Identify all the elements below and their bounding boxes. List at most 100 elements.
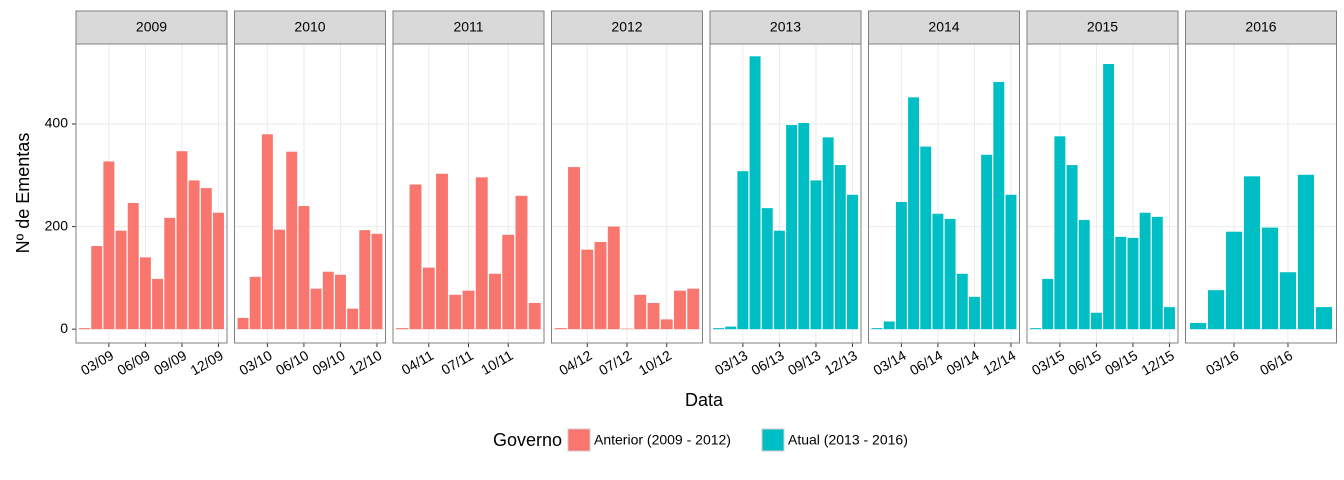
bar: [687, 288, 700, 330]
legend-label: Anterior (2009 - 2012): [594, 432, 731, 448]
bar: [449, 294, 462, 330]
bar: [237, 317, 249, 330]
bar: [1127, 237, 1139, 330]
bar: [761, 208, 773, 330]
x-tick-label: 09/10: [309, 347, 348, 378]
x-tick-label: 03/14: [870, 347, 909, 378]
bar: [674, 290, 686, 330]
panel-border: [234, 43, 386, 344]
y-axis-title: Nº de Ementas: [13, 133, 33, 254]
bar: [810, 180, 822, 330]
bar: [164, 217, 176, 330]
panel-border: [551, 43, 703, 344]
bar: [1225, 231, 1243, 330]
bar: [773, 230, 785, 330]
bar: [286, 151, 298, 330]
bar: [176, 151, 188, 330]
bar: [944, 218, 956, 330]
bar: [475, 177, 488, 330]
bar: [1090, 312, 1102, 330]
strip-label: 2015: [1087, 19, 1118, 35]
bar: [322, 271, 334, 330]
bar: [993, 81, 1005, 330]
panel-border: [868, 43, 1020, 344]
bar: [1279, 272, 1297, 330]
bar: [127, 202, 139, 330]
bar: [554, 328, 567, 330]
x-tick-label: 04/11: [399, 347, 437, 378]
strip-label: 2009: [136, 19, 167, 35]
x-tick-label: 12/09: [187, 347, 226, 378]
bar: [822, 137, 834, 330]
legend-label: Atual (2013 - 2016): [788, 432, 908, 448]
x-tick-label: 10/11: [478, 347, 516, 378]
bar: [1163, 307, 1175, 330]
bar: [883, 321, 895, 330]
panel-border: [392, 43, 545, 344]
x-tick-label: 09/14: [943, 347, 982, 378]
x-tick-label: 06/09: [114, 347, 153, 378]
panel-border: [75, 43, 228, 344]
bar: [310, 288, 322, 330]
panel-border: [1185, 43, 1337, 344]
bar: [396, 328, 409, 330]
strip: [709, 10, 862, 45]
bar: [359, 230, 371, 330]
x-tick-label: 10/12: [636, 347, 675, 378]
x-tick-label: 12/14: [980, 347, 1019, 378]
bar: [115, 230, 127, 330]
bar: [1103, 64, 1115, 330]
strip-label: 2014: [928, 19, 959, 35]
x-tick-label: 12/15: [1138, 347, 1177, 378]
bar: [581, 249, 594, 330]
strip-label: 2011: [453, 19, 483, 35]
x-tick-label: 07/12: [596, 347, 635, 378]
bar: [1261, 227, 1279, 330]
x-tick-label: 03/15: [1029, 347, 1068, 378]
bar: [1207, 290, 1225, 330]
bar: [594, 241, 607, 330]
bar: [79, 328, 91, 330]
panel-border: [709, 43, 862, 344]
bar: [188, 180, 200, 330]
bar: [502, 234, 515, 330]
bar: [621, 328, 633, 330]
bar: [212, 212, 224, 330]
x-tick-label: 04/12: [556, 347, 595, 378]
legend-key: [567, 428, 591, 452]
bar: [846, 194, 858, 330]
x-tick-label: 12/13: [821, 347, 860, 378]
bar: [409, 184, 422, 330]
strip-label: 2010: [294, 19, 325, 35]
x-tick-label: 06/10: [273, 347, 312, 378]
bar: [347, 308, 359, 330]
bar: [200, 188, 212, 330]
legend-title: Governo: [493, 430, 562, 450]
panel-border: [1026, 43, 1179, 344]
bar: [908, 97, 920, 330]
y-tick-label: 400: [45, 115, 69, 131]
legend-key: [761, 428, 785, 452]
strip-label: 2012: [611, 19, 642, 35]
bar: [334, 274, 346, 330]
x-axis-title: Data: [685, 390, 724, 410]
strip-label: 2016: [1245, 19, 1276, 35]
x-tick-label: 12/10: [346, 347, 385, 378]
bar: [371, 233, 383, 330]
bar: [932, 213, 944, 330]
bar: [1030, 328, 1042, 330]
strip: [392, 10, 545, 45]
bar: [786, 125, 798, 330]
bar: [713, 328, 725, 330]
x-tick-label: 07/11: [438, 347, 476, 378]
bar: [1189, 322, 1207, 330]
bar: [1078, 219, 1090, 330]
x-tick-label: 06/15: [1065, 347, 1104, 378]
bar: [1297, 174, 1315, 330]
bar: [749, 56, 761, 330]
bar: [139, 257, 151, 330]
bar: [462, 290, 475, 330]
strip-label: 2013: [770, 19, 801, 35]
bar: [920, 146, 932, 330]
